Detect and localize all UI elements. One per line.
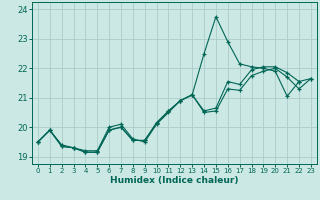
X-axis label: Humidex (Indice chaleur): Humidex (Indice chaleur) bbox=[110, 176, 239, 185]
